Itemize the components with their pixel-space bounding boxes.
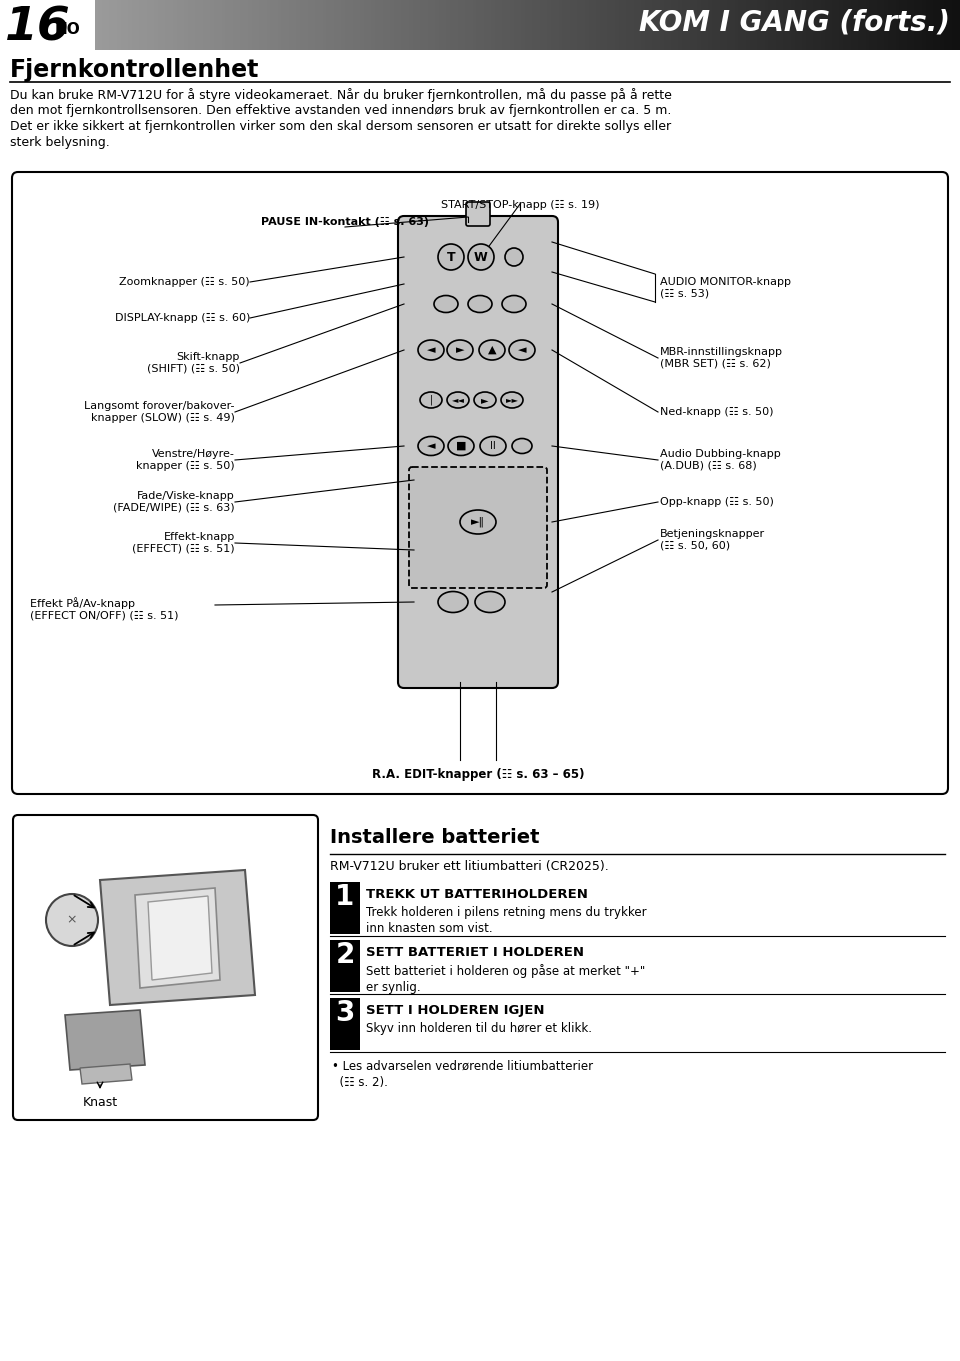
Ellipse shape — [509, 340, 535, 361]
Text: ◄◄: ◄◄ — [451, 396, 465, 404]
Text: Effekt-knapp
(EFFECT) (☷ s. 51): Effekt-knapp (EFFECT) (☷ s. 51) — [132, 532, 235, 554]
Text: RM-V712U bruker ett litiumbatteri (CR2025).: RM-V712U bruker ett litiumbatteri (CR202… — [330, 860, 609, 872]
Ellipse shape — [502, 295, 526, 313]
Text: T: T — [446, 250, 455, 264]
Text: Audio Dubbing-knapp
(A.DUB) (☷ s. 68): Audio Dubbing-knapp (A.DUB) (☷ s. 68) — [660, 449, 780, 471]
Text: MBR-innstillingsknapp
(MBR SET) (☷ s. 62): MBR-innstillingsknapp (MBR SET) (☷ s. 62… — [660, 347, 783, 369]
Text: |: | — [429, 395, 433, 406]
Ellipse shape — [512, 438, 532, 453]
Ellipse shape — [434, 295, 458, 313]
Ellipse shape — [418, 437, 444, 456]
Text: START/STOP-knapp (☷ s. 19): START/STOP-knapp (☷ s. 19) — [441, 200, 599, 210]
Text: Zoomknapper (☷ s. 50): Zoomknapper (☷ s. 50) — [119, 278, 250, 287]
Ellipse shape — [475, 592, 505, 612]
Text: Fjernkontrollenhet: Fjernkontrollenhet — [10, 59, 259, 82]
Bar — [0, 0, 95, 50]
Text: SETT BATTERIET I HOLDEREN: SETT BATTERIET I HOLDEREN — [366, 946, 584, 960]
Text: W: W — [474, 250, 488, 264]
FancyBboxPatch shape — [12, 171, 948, 793]
Text: ◄: ◄ — [427, 441, 435, 450]
Text: Langsomt forover/bakover-
knapper (SLOW) (☷ s. 49): Langsomt forover/bakover- knapper (SLOW)… — [84, 401, 235, 423]
Text: AUDIO MONITOR-knapp
(☷ s. 53): AUDIO MONITOR-knapp (☷ s. 53) — [660, 278, 791, 299]
Text: Sett batteriet i holderen og påse at merket "+"
er synlig.: Sett batteriet i holderen og påse at mer… — [366, 964, 645, 994]
Text: 3: 3 — [335, 999, 354, 1028]
Bar — [330, 940, 360, 992]
Circle shape — [505, 248, 523, 265]
Text: 2: 2 — [335, 940, 354, 969]
Ellipse shape — [448, 437, 474, 456]
Text: Trekk holderen i pilens retning mens du trykker
inn knasten som vist.: Trekk holderen i pilens retning mens du … — [366, 906, 647, 935]
Text: ×: × — [67, 913, 77, 927]
Text: NO: NO — [55, 22, 81, 37]
Text: Knast: Knast — [83, 1096, 117, 1109]
Text: ■: ■ — [456, 441, 467, 450]
Text: ◄: ◄ — [427, 344, 435, 355]
Circle shape — [468, 244, 494, 269]
Text: R.A. EDIT-knapper (☷ s. 63 – 65): R.A. EDIT-knapper (☷ s. 63 – 65) — [372, 768, 585, 781]
Text: Fade/Viske-knapp
(FADE/WIPE) (☷ s. 63): Fade/Viske-knapp (FADE/WIPE) (☷ s. 63) — [113, 491, 235, 513]
Text: ►►: ►► — [506, 396, 518, 404]
Text: 1: 1 — [335, 883, 354, 911]
Polygon shape — [100, 870, 255, 1004]
FancyBboxPatch shape — [398, 216, 558, 689]
Text: • Les advarselen vedrørende litiumbatterier
  (☷ s. 2).: • Les advarselen vedrørende litiumbatter… — [332, 1060, 593, 1089]
Text: 16: 16 — [5, 5, 71, 50]
Bar — [330, 882, 360, 934]
Ellipse shape — [474, 392, 496, 408]
Text: ▲: ▲ — [488, 344, 496, 355]
Text: den mot fjernkontrollsensoren. Den effektive avstanden ved innendørs bruk av fje: den mot fjernkontrollsensoren. Den effek… — [10, 103, 671, 117]
Ellipse shape — [468, 295, 492, 313]
Text: SETT I HOLDEREN IGJEN: SETT I HOLDEREN IGJEN — [366, 1004, 544, 1017]
Circle shape — [438, 244, 464, 269]
Polygon shape — [148, 896, 212, 980]
Ellipse shape — [447, 392, 469, 408]
Polygon shape — [65, 1010, 145, 1070]
Text: Skift-knapp
(SHIFT) (☷ s. 50): Skift-knapp (SHIFT) (☷ s. 50) — [147, 352, 240, 374]
FancyBboxPatch shape — [466, 201, 490, 226]
Text: Ned-knapp (☷ s. 50): Ned-knapp (☷ s. 50) — [660, 407, 774, 416]
Circle shape — [46, 894, 98, 946]
Text: Du kan bruke RM-V712U for å styre videokameraet. Når du bruker fjernkontrollen, : Du kan bruke RM-V712U for å styre videok… — [10, 88, 672, 102]
Text: Skyv inn holderen til du hører et klikk.: Skyv inn holderen til du hører et klikk. — [366, 1022, 592, 1034]
Text: KOM I GANG (forts.): KOM I GANG (forts.) — [639, 8, 950, 35]
Text: Installere batteriet: Installere batteriet — [330, 827, 540, 847]
FancyBboxPatch shape — [13, 815, 318, 1120]
Text: DISPLAY-knapp (☷ s. 60): DISPLAY-knapp (☷ s. 60) — [114, 313, 250, 323]
Text: Effekt På/Av-knapp
(EFFECT ON/OFF) (☷ s. 51): Effekt På/Av-knapp (EFFECT ON/OFF) (☷ s.… — [30, 597, 179, 621]
Ellipse shape — [479, 340, 505, 361]
Text: Betjeningsknapper
(☷ s. 50, 60): Betjeningsknapper (☷ s. 50, 60) — [660, 529, 765, 551]
Text: ◄: ◄ — [517, 344, 526, 355]
Text: sterk belysning.: sterk belysning. — [10, 136, 109, 148]
Text: ►: ► — [481, 395, 489, 406]
Polygon shape — [80, 1064, 132, 1083]
Text: Venstre/Høyre-
knapper (☷ s. 50): Venstre/Høyre- knapper (☷ s. 50) — [136, 449, 235, 471]
Ellipse shape — [447, 340, 473, 361]
Ellipse shape — [460, 510, 496, 534]
Polygon shape — [135, 887, 220, 988]
Text: Opp-knapp (☷ s. 50): Opp-knapp (☷ s. 50) — [660, 497, 774, 508]
Text: Det er ikke sikkert at fjernkontrollen virker som den skal dersom sensoren er ut: Det er ikke sikkert at fjernkontrollen v… — [10, 120, 671, 133]
Text: II: II — [491, 441, 496, 450]
Ellipse shape — [438, 592, 468, 612]
FancyBboxPatch shape — [409, 467, 547, 588]
Ellipse shape — [480, 437, 506, 456]
Ellipse shape — [501, 392, 523, 408]
Text: ►‖: ►‖ — [471, 517, 485, 527]
Bar — [330, 998, 360, 1049]
Text: ►: ► — [456, 344, 465, 355]
Text: TREKK UT BATTERIHOLDEREN: TREKK UT BATTERIHOLDEREN — [366, 887, 588, 901]
Ellipse shape — [418, 340, 444, 361]
Ellipse shape — [420, 392, 442, 408]
Text: PAUSE IN-kontakt (☷ s. 63): PAUSE IN-kontakt (☷ s. 63) — [261, 216, 429, 227]
